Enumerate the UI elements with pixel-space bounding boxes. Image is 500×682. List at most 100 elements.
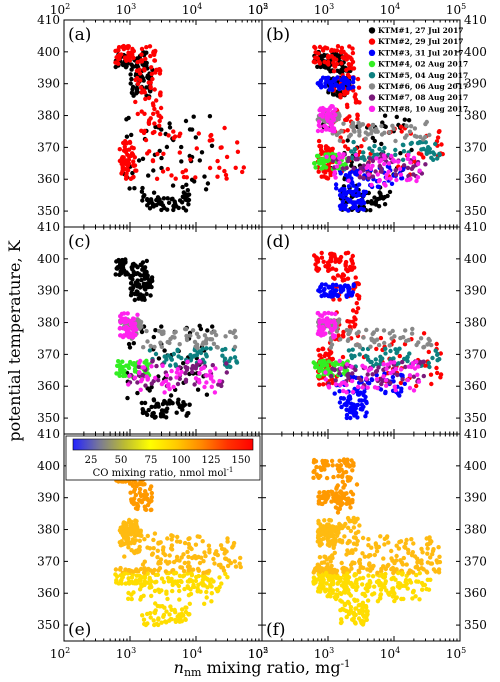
data-point (401, 555, 406, 561)
data-point (202, 601, 207, 606)
data-point (183, 371, 188, 376)
data-point (153, 414, 158, 420)
data-point (208, 337, 213, 342)
data-point (382, 113, 388, 118)
data-point (222, 551, 227, 556)
legend: KTM#1, 27 Jul 2017 KTM#2, 29 Jul 2017 KTM#… (368, 26, 468, 113)
data-point (168, 393, 174, 398)
data-point (360, 582, 365, 587)
data-point (233, 564, 239, 569)
data-point (141, 273, 146, 278)
data-point (124, 134, 130, 139)
data-point (154, 176, 160, 181)
data-point (423, 162, 428, 167)
data-point (341, 273, 347, 278)
data-point (343, 144, 348, 149)
data-point (335, 463, 340, 468)
data-point (132, 321, 138, 326)
data-point (339, 538, 345, 543)
data-point (158, 414, 164, 419)
data-point (327, 111, 332, 116)
data-point (133, 492, 139, 498)
data-point (404, 537, 409, 543)
data-point (325, 562, 330, 567)
data-point (347, 188, 353, 194)
data-point (425, 551, 430, 556)
x-tick-label-bottom: 105 (248, 646, 268, 661)
data-point (417, 168, 422, 173)
data-point (436, 545, 441, 550)
data-point (335, 500, 340, 506)
data-point (379, 572, 385, 577)
data-point (342, 283, 348, 288)
data-point (316, 531, 321, 537)
data-point (317, 124, 323, 129)
data-point (321, 332, 326, 337)
data-point (224, 361, 229, 366)
series-ktm5 (150, 552, 243, 576)
data-point (398, 367, 404, 372)
panel-points (113, 43, 246, 213)
data-point (347, 501, 352, 506)
data-point (381, 328, 387, 333)
data-point (132, 525, 138, 531)
data-point (416, 340, 421, 345)
data-point (115, 266, 120, 271)
data-point (207, 114, 213, 119)
data-point (311, 59, 316, 64)
data-point (203, 553, 208, 559)
data-point (404, 123, 409, 128)
data-point (156, 200, 161, 206)
data-point (414, 359, 419, 364)
data-point (148, 80, 153, 85)
data-point (123, 318, 128, 324)
data-point (339, 50, 344, 55)
data-point (361, 621, 366, 626)
data-point (409, 147, 414, 153)
data-point (421, 373, 426, 379)
data-point (142, 621, 147, 627)
data-point (421, 331, 427, 336)
data-point (145, 197, 150, 202)
data-point (332, 276, 337, 281)
data-point (153, 375, 158, 381)
data-point (142, 575, 147, 581)
data-point (161, 331, 166, 336)
data-point (346, 601, 352, 606)
data-point (200, 342, 205, 347)
data-point (345, 276, 351, 281)
data-point (149, 495, 154, 500)
data-point (129, 145, 135, 150)
data-point (338, 258, 343, 263)
data-point (347, 267, 353, 272)
data-point (350, 261, 355, 266)
data-point (354, 542, 359, 547)
data-point (177, 612, 182, 617)
data-point (323, 570, 329, 576)
data-point (331, 117, 336, 123)
data-point (151, 546, 156, 551)
data-point (145, 571, 150, 576)
data-point (187, 536, 192, 541)
data-point (126, 545, 131, 550)
data-point (119, 316, 124, 321)
data-point (369, 128, 375, 133)
data-point (377, 196, 382, 201)
data-point (337, 469, 342, 474)
data-point (417, 597, 422, 602)
data-point (346, 371, 351, 377)
data-point (203, 575, 208, 580)
data-point (146, 407, 151, 413)
data-point (117, 259, 122, 264)
data-point (123, 45, 128, 50)
data-point (177, 558, 182, 563)
data-point (427, 338, 432, 343)
data-point (375, 184, 381, 189)
data-point (372, 143, 377, 149)
data-point (144, 361, 149, 366)
data-point (159, 381, 165, 387)
panel-b: 350 360 370 380 390 400 410 (b) (261, 13, 487, 228)
data-point (380, 120, 385, 125)
data-point (412, 366, 418, 371)
data-point (356, 182, 362, 187)
